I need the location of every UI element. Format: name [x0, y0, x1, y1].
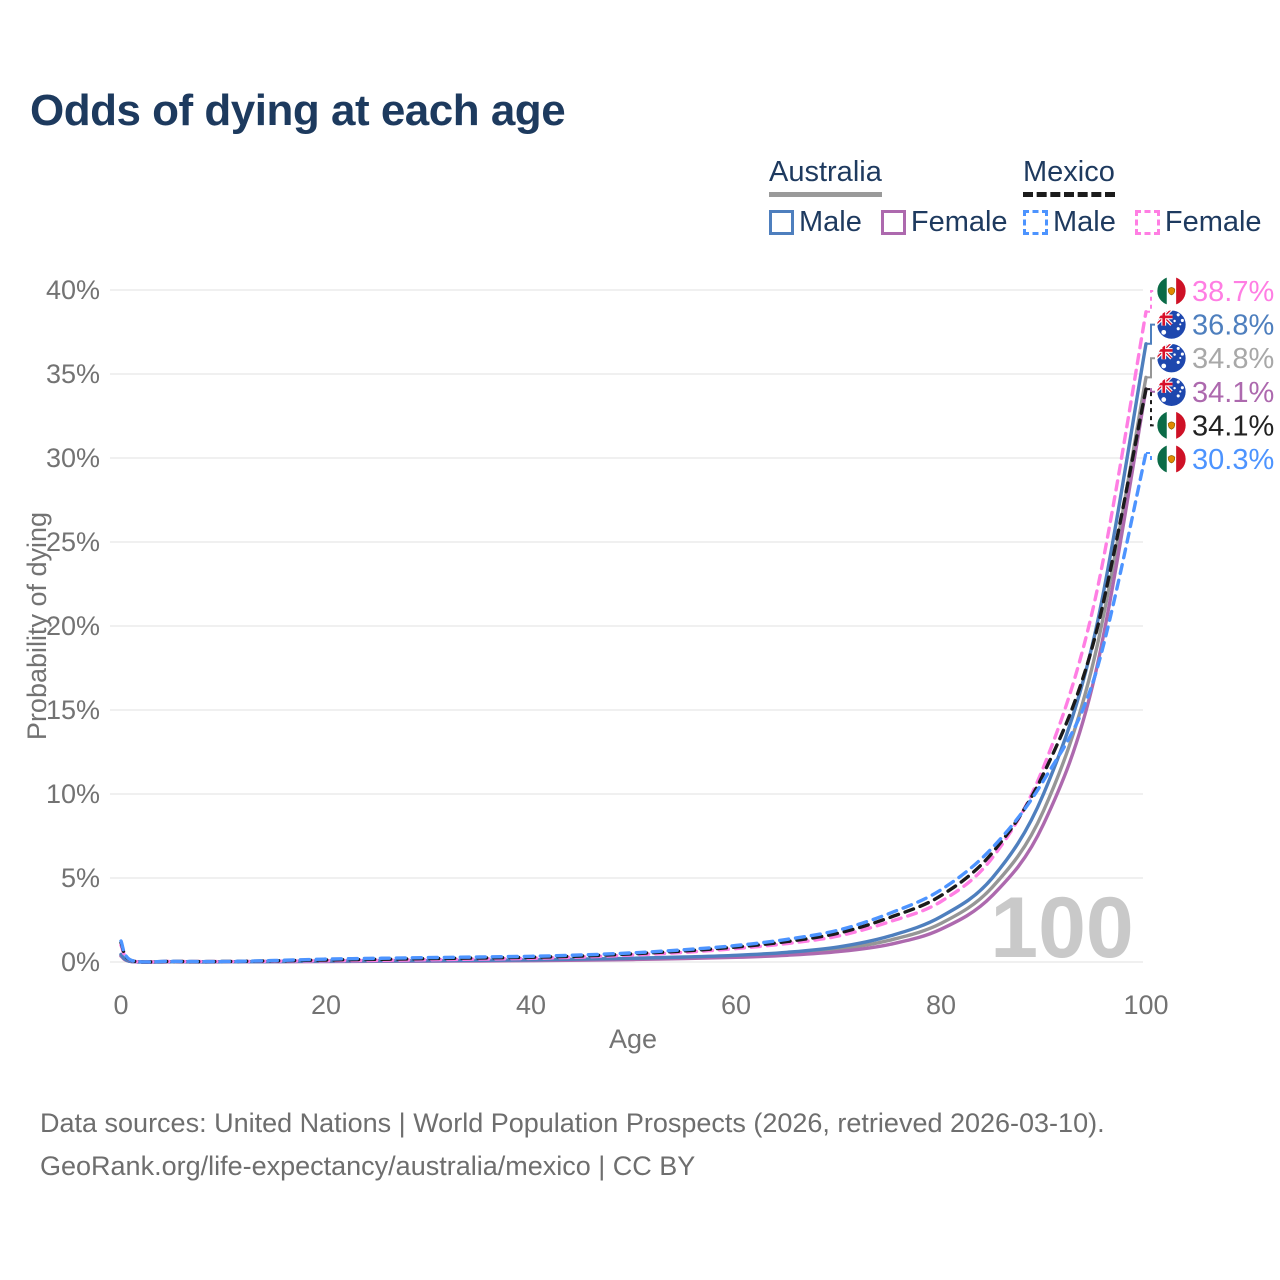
end-label-value-mexico-male: 30.3% — [1192, 444, 1274, 476]
mexico-flag-icon — [1156, 410, 1187, 441]
y-axis-title: Probability of dying — [22, 512, 52, 740]
australia-flag-icon — [1155, 308, 1187, 340]
y-tick-label: 0% — [61, 947, 100, 977]
y-tick-label: 40% — [46, 275, 100, 305]
line-australia-male[interactable] — [119, 342, 1148, 964]
legend: Australia Male Female Mexico Male — [0, 156, 1280, 246]
x-tick-label: 0 — [113, 990, 128, 1020]
source-line-2: GeoRank.org/life-expectancy/australia/me… — [40, 1151, 696, 1181]
x-tick-label: 60 — [721, 990, 751, 1020]
legend-item-australia-male[interactable]: Male — [769, 206, 862, 239]
legend-group-mexico: Mexico Male Female — [1023, 156, 1262, 239]
x-axis-tick-labels: 0 20 40 60 80 100 — [113, 990, 1168, 1020]
y-tick-label: 10% — [46, 779, 100, 809]
x-axis-title: Age — [609, 1024, 657, 1054]
end-label-value-australia: 34.8% — [1192, 343, 1274, 375]
y-tick-label: 5% — [61, 863, 100, 893]
line-australia[interactable] — [119, 375, 1148, 964]
source-line-1: Data sources: United Nations | World Pop… — [40, 1108, 1105, 1138]
australia-flag-icon — [1155, 375, 1187, 407]
legend-item-mexico-male[interactable]: Male — [1023, 206, 1116, 239]
source-attribution: Data sources: United Nations | World Pop… — [40, 1102, 1105, 1188]
mexico-female-swatch-icon — [1134, 210, 1160, 235]
legend-group-australia: Australia Male Female — [769, 156, 1008, 239]
mexico-flag-icon — [1156, 276, 1187, 307]
end-label-value-australia-female: 34.1% — [1192, 377, 1274, 409]
page-title: Odds of dying at each age — [30, 86, 566, 135]
x-tick-label: 100 — [1123, 990, 1168, 1020]
line-mexico-male[interactable] — [119, 451, 1148, 964]
legend-label-australia-female: Female — [910, 206, 1008, 238]
end-labels: 38.7%36.8%34.8%34.1%34.1%30.3% — [1146, 276, 1274, 476]
legend-label-australia-male: Male — [799, 206, 862, 238]
legend-country-mexico[interactable]: Mexico — [1023, 156, 1115, 197]
x-tick-label: 80 — [926, 990, 956, 1020]
series-lines — [119, 310, 1148, 964]
y-tick-label: 20% — [46, 611, 100, 641]
end-label-connector — [1146, 388, 1155, 427]
end-label-value-mexico-female: 38.7% — [1192, 276, 1274, 308]
australia-female-swatch-icon — [880, 210, 906, 235]
mexico-male-swatch-icon — [1023, 210, 1048, 235]
y-axis-tick-labels: 0% 5% 10% 15% 20% 25% 30% 35% 40% — [46, 275, 100, 977]
legend-country-australia[interactable]: Australia — [769, 156, 882, 197]
end-label-connector — [1146, 452, 1155, 460]
y-tick-label: 25% — [46, 527, 100, 557]
end-label-connector — [1146, 290, 1155, 313]
legend-item-australia-female[interactable]: Female — [880, 206, 1008, 239]
end-label-connector — [1146, 357, 1155, 379]
x-tick-label: 20 — [311, 990, 341, 1020]
x-tick-label: 40 — [516, 990, 546, 1020]
line-mexico-female[interactable] — [119, 310, 1148, 964]
australia-male-swatch-icon — [769, 210, 794, 235]
y-tick-label: 35% — [46, 359, 100, 389]
legend-item-mexico-female[interactable]: Female — [1134, 206, 1262, 239]
age-indicator-watermark: 100 — [990, 880, 1134, 976]
legend-label-mexico-male: Male — [1053, 206, 1116, 238]
end-label-value-mexico: 34.1% — [1192, 410, 1274, 442]
legend-label-mexico-female: Female — [1164, 206, 1262, 238]
end-label-connector — [1146, 323, 1155, 345]
end-label-value-australia-male: 36.8% — [1192, 310, 1274, 342]
mexico-flag-icon — [1156, 444, 1187, 475]
y-tick-label: 30% — [46, 443, 100, 473]
y-tick-label: 15% — [46, 695, 100, 725]
australia-flag-icon — [1155, 342, 1187, 374]
